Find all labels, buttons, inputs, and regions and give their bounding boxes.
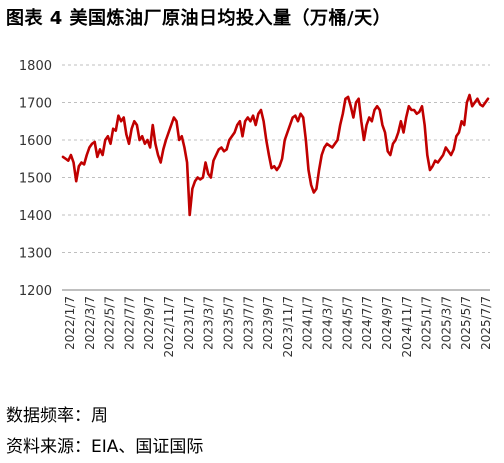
x-tick-label: 2023/3/7 xyxy=(202,296,216,350)
grid-lines xyxy=(62,64,490,253)
data-source-note: 资料来源：EIA、国证国际 xyxy=(6,437,204,457)
x-tick-label: 2025/1/7 xyxy=(420,296,434,350)
y-tick-label: 1600 xyxy=(19,134,52,149)
x-axis-tick-labels: 2022/1/7 2022/3/7 2022/5/7 2022/7/7 2022/9/7… xyxy=(63,296,493,358)
x-tick-label: 2023/11/7 xyxy=(281,296,295,358)
x-tick-label: 2023/5/7 xyxy=(221,296,235,350)
x-tick-label: 2024/11/7 xyxy=(400,296,414,358)
x-tick-label: 2024/9/7 xyxy=(380,296,394,350)
x-tick-label: 2024/5/7 xyxy=(340,296,354,350)
x-tick-label: 2022/9/7 xyxy=(142,296,156,350)
x-tick-label: 2023/7/7 xyxy=(241,296,255,350)
x-tick-label: 2023/1/7 xyxy=(182,296,196,350)
x-tick-label: 2025/7/7 xyxy=(479,296,493,350)
y-tick-label: 1500 xyxy=(19,172,52,187)
x-tick-label: 2022/5/7 xyxy=(103,296,117,350)
x-tick-label: 2024/1/7 xyxy=(301,296,315,350)
chart-title: 图表 4 美国炼油厂原油日均投入量（万桶/天） xyxy=(6,8,392,29)
x-tick-label: 2022/7/7 xyxy=(122,296,136,350)
x-tick-label: 2022/3/7 xyxy=(83,296,97,350)
series-line xyxy=(61,93,490,217)
x-tick-label: 2025/3/7 xyxy=(439,296,453,350)
x-tick-label: 2025/5/7 xyxy=(459,296,473,350)
y-tick-label: 1200 xyxy=(19,284,52,299)
x-tick-label: 2024/3/7 xyxy=(321,296,335,350)
x-tick-label: 2024/7/7 xyxy=(360,296,374,350)
x-tick-label: 2022/1/7 xyxy=(63,296,77,350)
y-tick-label: 1400 xyxy=(19,209,52,224)
data-frequency-note: 数据频率：周 xyxy=(6,406,108,426)
y-tick-label: 1700 xyxy=(19,97,52,112)
x-tick-label: 2022/11/7 xyxy=(162,296,176,358)
y-tick-label: 1800 xyxy=(19,59,52,74)
y-tick-label: 1300 xyxy=(19,247,52,262)
x-tick-label: 2023/9/7 xyxy=(261,296,275,350)
y-axis-tick-labels: 1200 1300 1400 1500 1600 1700 1800 xyxy=(19,59,52,299)
